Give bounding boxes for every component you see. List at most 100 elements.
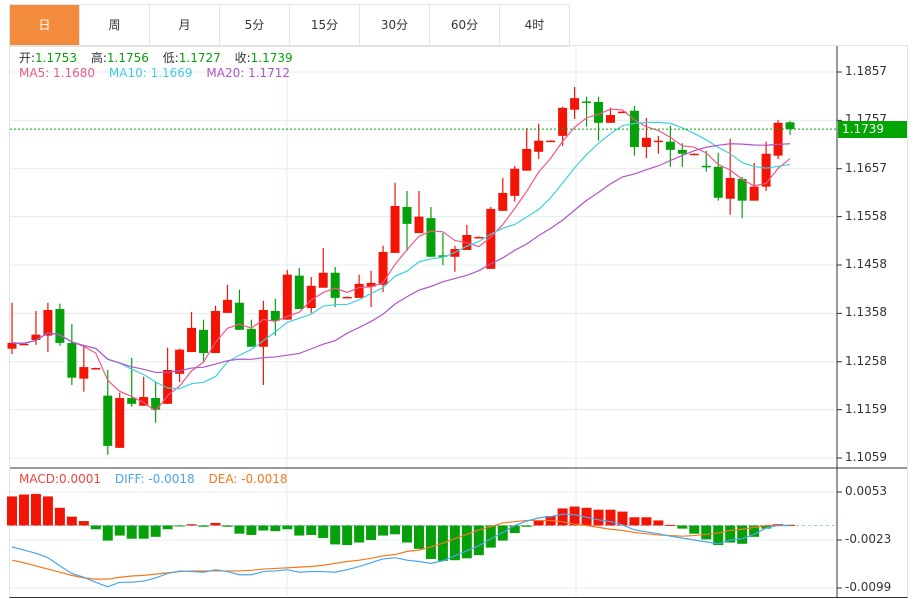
candle-up [617,111,627,114]
macd-bar [641,517,652,526]
macd-bar [306,525,317,535]
macd-bar [725,525,736,543]
candle-up [318,272,328,288]
tab-4hour[interactable]: 4时 [500,5,570,46]
macd-bar [330,525,341,545]
ma-info: MA5: 1.1680 MA10: 1.1669 MA20: 1.1712 [19,66,300,80]
candle-down [199,329,209,354]
candle-up [306,285,316,309]
candle-down [151,398,161,410]
macd-bar [162,525,173,530]
candle-down [737,178,747,201]
macd-bar [54,507,65,526]
candle-up [175,349,185,374]
ohlc-info: 开:1.1753 高:1.1756 低:1.1727 收:1.1739 [19,49,303,66]
macd-axis-label: -0.0099 [845,580,892,594]
candle-down [701,165,711,168]
macd-bar [521,525,532,527]
candle-up [761,153,771,187]
macd-info: MACD:0.0001 DIFF: -0.0018 DEA: -0.0018 [19,472,298,486]
candle-up [498,192,508,211]
last-price-tag: 1.1739 [838,121,907,139]
candle-up [546,140,556,143]
macd-bar [378,525,389,536]
macd-bar [126,525,137,539]
candle-down [582,101,592,104]
macd-bar [593,509,604,526]
macd-bar [605,509,616,526]
macd-bar [617,511,628,526]
candle-up [187,327,197,353]
price-axis-label: 1.1857 [845,64,887,78]
tab-day[interactable]: 日 [10,5,80,46]
open-label: 开: [19,51,36,65]
candle-up [91,368,101,370]
macd-bar [653,520,664,526]
candle-down [402,206,412,224]
macd-bar [282,525,293,530]
dea-value: DEA: -0.0018 [208,472,288,486]
macd-bar [174,525,185,527]
macd-bar [413,525,424,549]
candle-down [103,395,113,446]
candle-down [234,302,244,330]
chart-frame [9,45,908,598]
candle-up [474,236,484,239]
candle-up [534,140,544,152]
candle-up [139,397,149,406]
price-axis-label: 1.1258 [845,353,887,368]
ma10-value: MA10: 1.1669 [108,66,193,80]
close-label: 收: [234,51,251,65]
macd-bar [102,525,113,541]
candle-down [330,272,340,298]
tab-month[interactable]: 月 [150,5,220,46]
tab-60min[interactable]: 60分 [430,5,500,46]
macd-bar [234,525,245,534]
low-value: 1.1727 [178,51,221,65]
candle-down [426,218,436,257]
candle-up [19,343,29,346]
macd-bar [461,525,472,559]
tab-15min[interactable]: 15分 [290,5,360,46]
macd-bar [78,521,89,526]
ma5-value: MA5: 1.1680 [19,66,96,80]
macd-bar [342,525,353,546]
macd-bar [258,525,269,531]
macd-bar [66,516,77,526]
candle-down [67,342,77,378]
price-axis-label: 1.1059 [845,450,887,464]
macd-bar [7,496,17,526]
ma10-line [11,121,791,390]
tab-week[interactable]: 周 [80,5,150,46]
low-label: 低: [162,51,179,65]
macd-bar [270,525,281,532]
price-axis-label: 1.1358 [845,305,887,320]
price-axis-label: 1.1558 [845,208,887,223]
candle-down [785,122,795,130]
macd-bar [114,525,125,536]
macd-bar [402,525,413,543]
candle-up [342,296,352,299]
macd-bar [557,508,568,526]
tab-5min[interactable]: 5分 [220,5,290,46]
candle-down [438,255,448,257]
candle-up [258,309,268,347]
tab-30min[interactable]: 30分 [360,5,430,46]
candle-up [641,137,651,147]
candle-up [31,334,41,340]
candle-down [677,149,687,154]
candle-up [378,251,388,285]
macd-bar [773,524,784,526]
macd-bar [581,507,592,526]
macd-bar [30,493,41,526]
macd-axis-label: 0.0053 [845,484,887,498]
macd-bar [366,525,377,540]
candle-down [246,328,256,347]
macd-bar [713,525,724,546]
macd-bar [473,525,484,556]
candle-up [486,208,496,269]
candle-down [594,101,604,123]
candle-up [366,282,376,287]
candle-up [79,367,89,379]
